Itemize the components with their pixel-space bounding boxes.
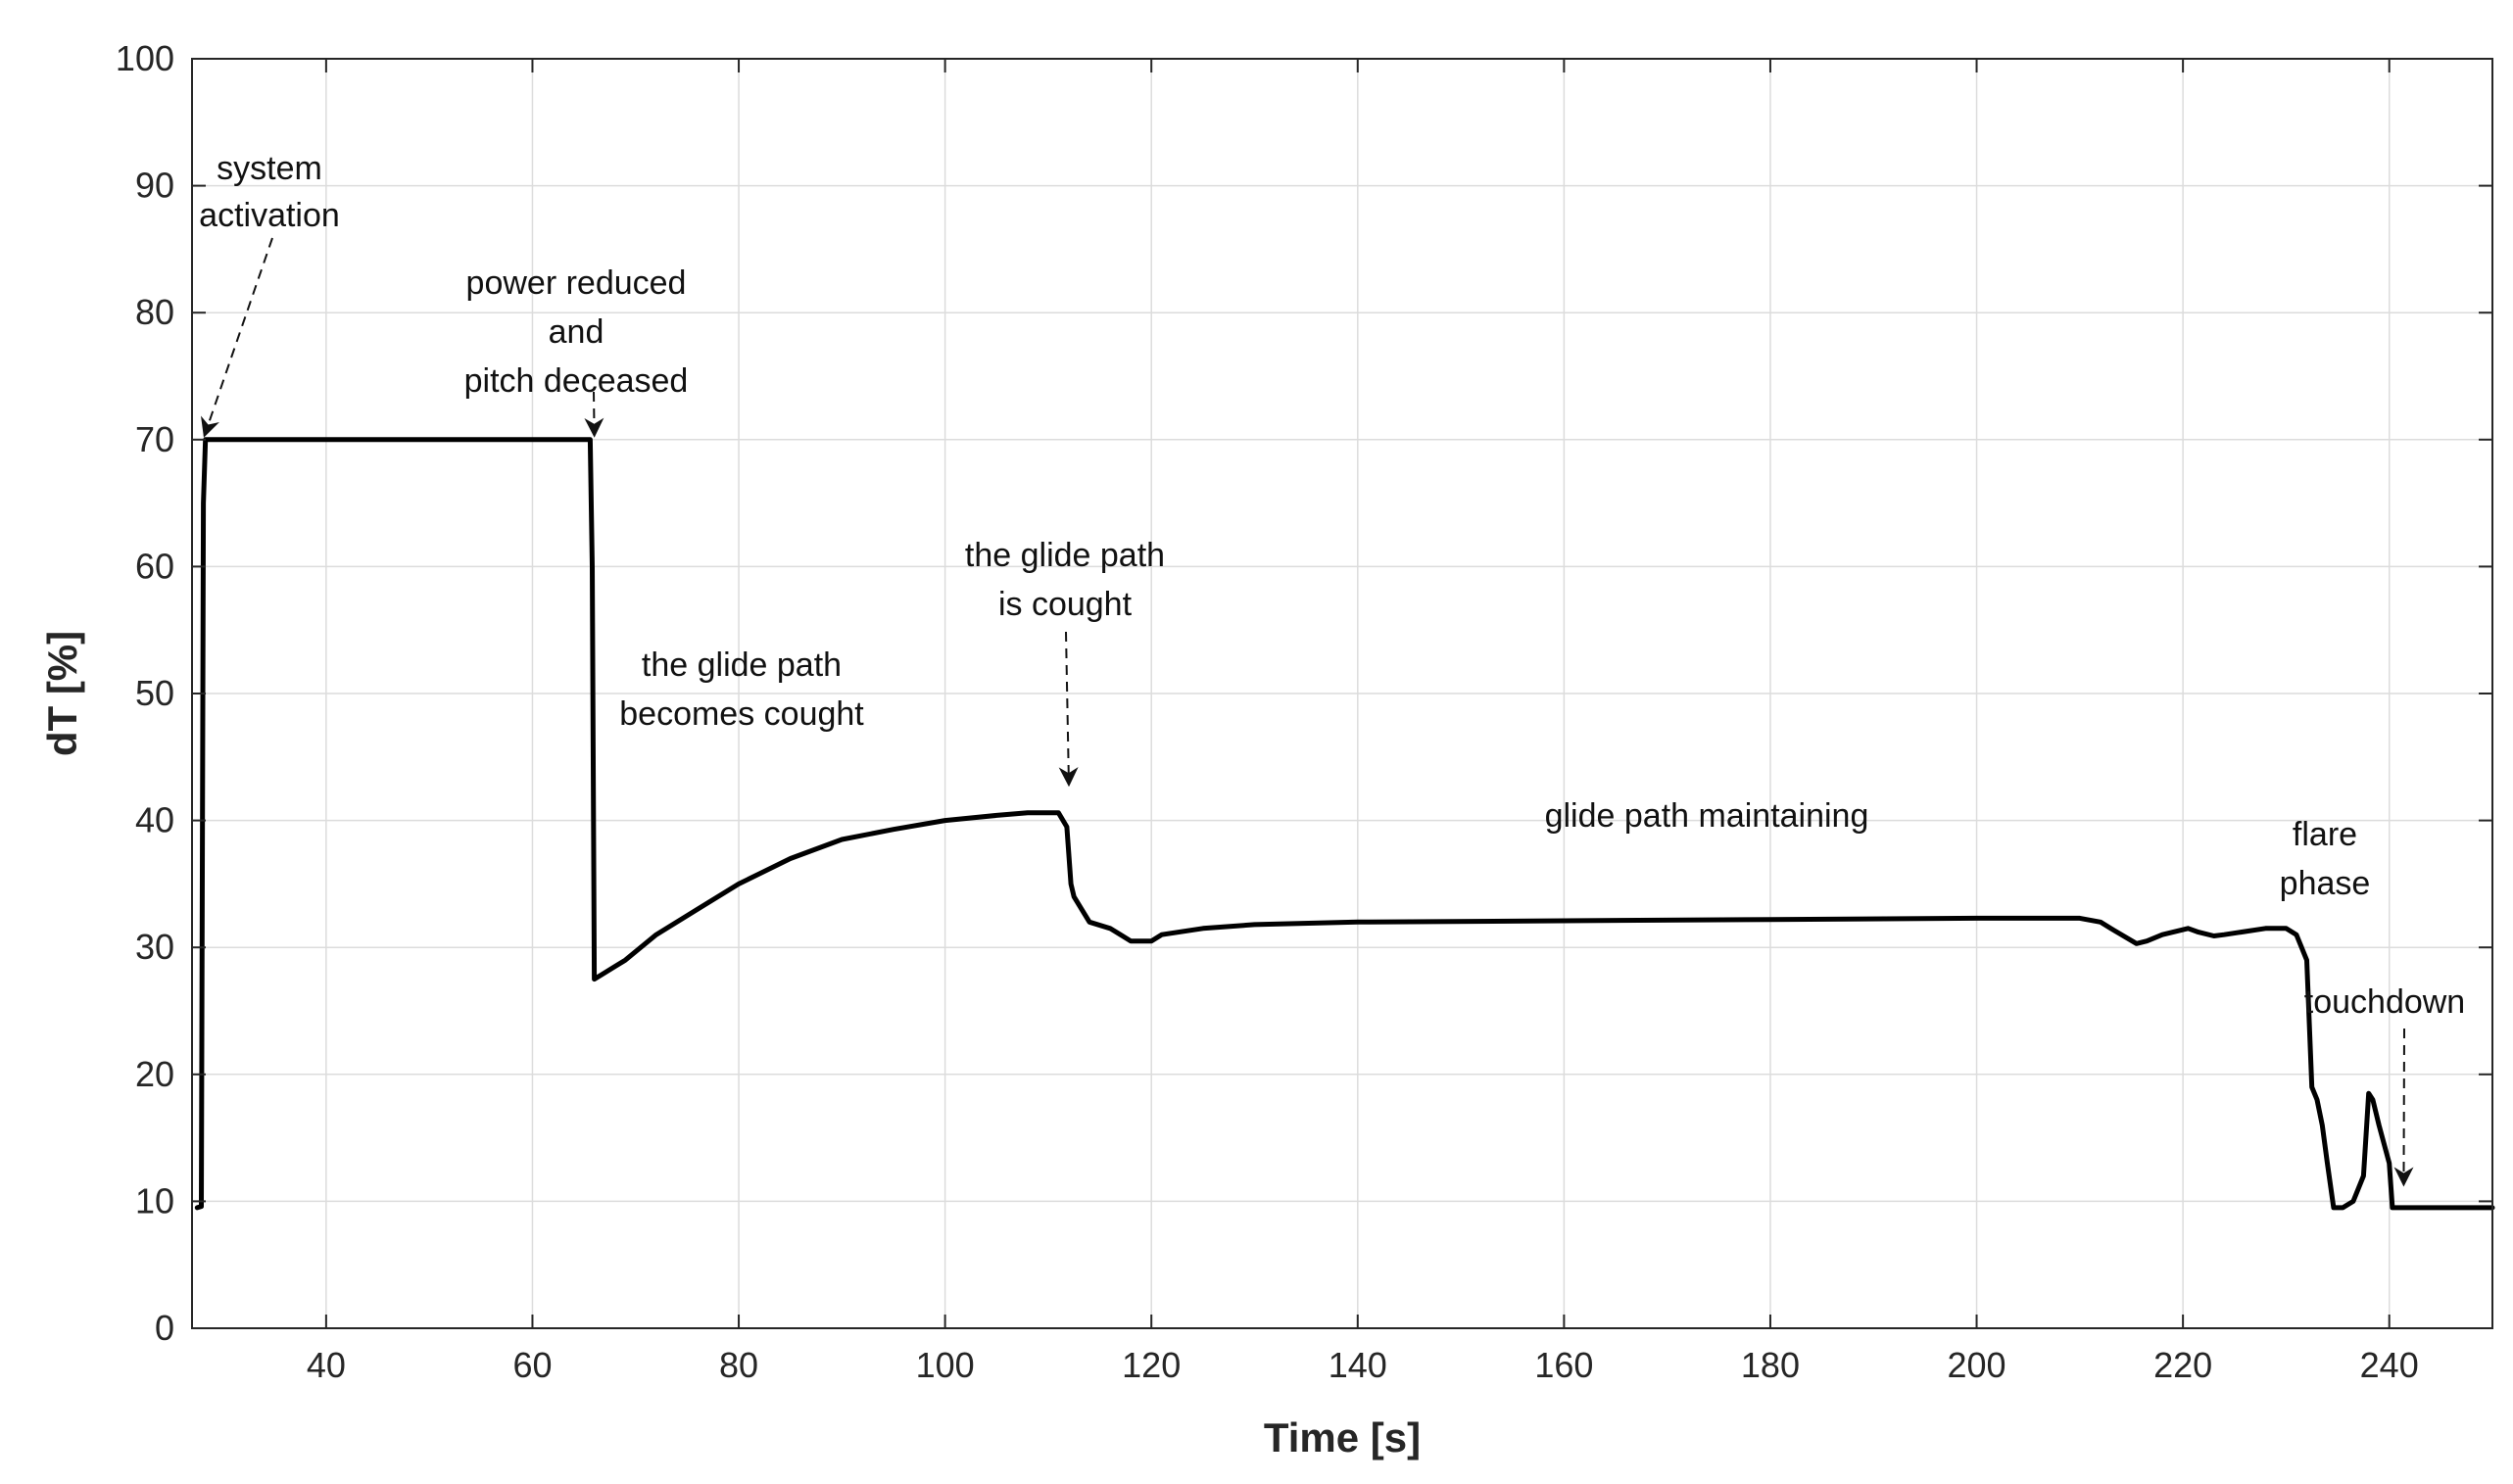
annotation: glide path maintaining [1545,797,1869,835]
x-tick-label: 160 [1534,1345,1593,1385]
annotation-text: glide path maintaining [1545,797,1869,835]
y-tick-label: 70 [135,419,174,459]
x-tick-label: 200 [1948,1345,2006,1385]
x-tick-label: 180 [1741,1345,1800,1385]
ticks: 40 60 80 100 120 140 160 180 200 220 240 0 10 20 30 40 5… [116,38,2492,1385]
y-tick-label: 100 [116,38,174,78]
annotation-arrow [201,237,273,438]
y-tick-label: 80 [135,292,174,332]
x-tick-label: 140 [1329,1345,1387,1385]
annotation-text: becomes cought [619,695,864,733]
annotation-text: power reduced [466,264,687,302]
y-tick-label: 30 [135,927,174,967]
annotation-text: system [217,150,322,187]
annotation-arrow [2393,1028,2414,1187]
x-tick-label: 80 [719,1345,758,1385]
y-tick-label: 20 [135,1054,174,1094]
annotation: flare phase [2280,816,2371,902]
annotation: the glide path is cought [965,537,1165,788]
annotation-arrow [1058,631,1079,788]
series-line-dT [194,437,2495,1211]
x-axis-title: Time [s] [1264,1414,1421,1460]
annotation-text: pitch deceased [464,362,689,400]
annotation: system activation [199,150,340,438]
x-tick-label: 100 [916,1345,975,1385]
annotation-text: activation [199,197,340,234]
annotation-text: flare [2293,816,2357,853]
annotation: touchdown [2304,983,2465,1187]
annotation: the glide path becomes cought [619,646,864,733]
y-tick-label: 10 [135,1180,174,1221]
annotation: power reduced and pitch deceased [464,264,689,438]
data-layer [194,437,2495,1211]
x-tick-label: 60 [512,1345,552,1385]
x-tick-label: 40 [307,1345,346,1385]
annotation-text: the glide path [965,537,1165,574]
annotations: system activation power reduced and pitch de… [199,150,2465,1187]
y-tick-label: 60 [135,546,174,586]
annotation-text: phase [2280,865,2371,902]
y-tick-label: 90 [135,166,174,206]
x-tick-label: 120 [1122,1345,1181,1385]
annotation-arrow [584,391,604,438]
x-tick-label: 240 [2360,1345,2419,1385]
y-axis-title: dT [%] [39,631,85,756]
annotation-text: and [549,313,604,351]
y-tick-label: 50 [135,673,174,713]
x-tick-label: 220 [2153,1345,2212,1385]
annotation-text: is cought [998,586,1133,623]
y-tick-label: 40 [135,800,174,840]
annotation-text: touchdown [2304,983,2465,1021]
annotation-text: the glide path [642,646,842,684]
y-tick-label: 0 [155,1308,174,1348]
